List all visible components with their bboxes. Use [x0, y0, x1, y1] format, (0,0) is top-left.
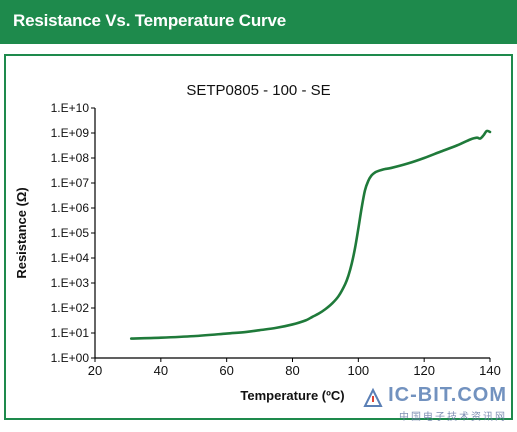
y-tick-label: 1.E+08	[51, 151, 90, 165]
y-tick-label: 1.E+03	[51, 276, 90, 290]
watermark-text: IC-BIT.COM	[388, 384, 507, 406]
x-tick-label: 20	[88, 363, 102, 378]
page-title: Resistance Vs. Temperature Curve	[13, 11, 286, 30]
chart-title: SETP0805 - 100 - SE	[186, 82, 331, 99]
watermark-logo-icon	[363, 387, 383, 407]
y-tick-label: 1.E+10	[51, 101, 90, 115]
x-tick-label: 120	[413, 363, 435, 378]
y-tick-label: 1.E+06	[51, 201, 90, 215]
x-axis-label: Temperature (ºC)	[240, 388, 344, 403]
x-tick-label: 80	[285, 363, 299, 378]
watermark: IC-BIT.COM 中国电子技术资讯网	[361, 384, 511, 428]
y-tick-label: 1.E+02	[51, 301, 90, 315]
watermark-subtext: 中国电子技术资讯网	[399, 412, 507, 423]
x-tick-label: 140	[479, 363, 501, 378]
y-tick-label: 1.E+05	[51, 226, 90, 240]
y-tick-label: 1.E+09	[51, 126, 90, 140]
chart-panel	[4, 54, 513, 420]
x-tick-label: 40	[154, 363, 168, 378]
y-axis-label: Resistance (Ω)	[14, 187, 29, 278]
y-tick-label: 1.E+07	[51, 176, 90, 190]
header-bar: Resistance Vs. Temperature Curve	[0, 0, 517, 44]
y-tick-label: 1.E+04	[51, 251, 90, 265]
series-line-0	[129, 129, 492, 340]
y-tick-label: 1.E+00	[51, 351, 90, 365]
y-tick-label: 1.E+01	[51, 326, 90, 340]
x-tick-label: 60	[219, 363, 233, 378]
x-tick-label: 100	[347, 363, 369, 378]
